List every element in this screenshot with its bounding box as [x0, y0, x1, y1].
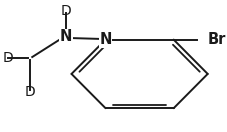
Text: D: D: [2, 51, 13, 65]
Text: D: D: [24, 85, 35, 99]
Text: Br: Br: [208, 32, 226, 47]
Text: D: D: [60, 4, 71, 18]
Text: N: N: [60, 29, 72, 44]
Text: N: N: [99, 32, 112, 47]
